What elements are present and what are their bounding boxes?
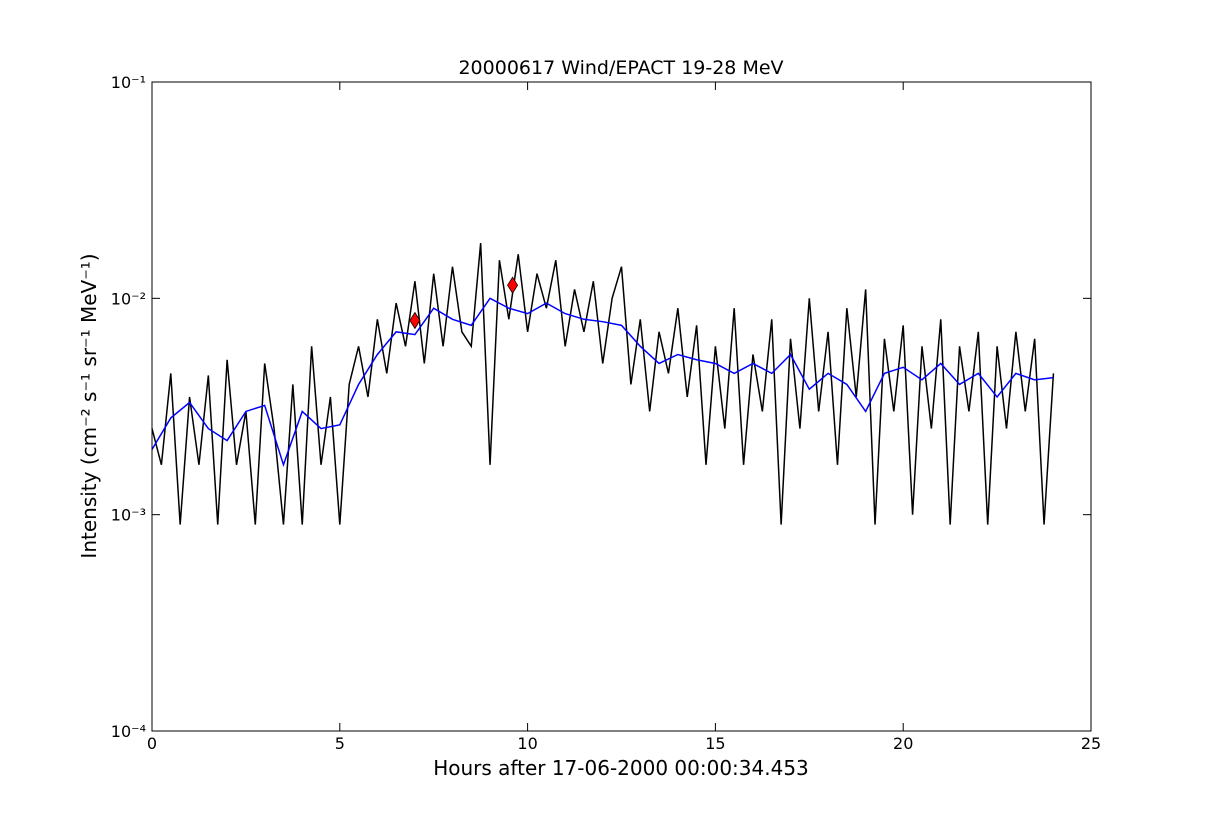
data-line	[151, 297, 1054, 468]
y-tick-label: 10⁻³	[111, 506, 146, 525]
x-axis-label: Hours after 17-06-2000 00:00:34.453	[433, 756, 809, 780]
x-tick-label: 15	[705, 734, 725, 753]
data-line	[151, 243, 1055, 525]
y-tick-label: 10⁻⁴	[111, 722, 146, 741]
x-tick-label: 20	[893, 734, 913, 753]
y-axis-label: Intensity (cm⁻² s⁻¹ sr⁻¹ MeV⁻¹)	[77, 253, 101, 558]
plot-area	[151, 243, 1055, 525]
x-tick-label: 10	[517, 734, 537, 753]
y-tick-label: 10⁻²	[111, 289, 146, 308]
x-tick-label: 0	[147, 734, 157, 753]
x-tick-label: 5	[335, 734, 345, 753]
x-tick-label: 25	[1081, 734, 1101, 753]
chart-title: 20000617 Wind/EPACT 19-28 MeV	[458, 57, 783, 79]
axes-frame	[151, 81, 1092, 732]
y-tick-label: 10⁻¹	[111, 73, 146, 92]
marker	[507, 276, 519, 294]
marker	[409, 311, 421, 330]
